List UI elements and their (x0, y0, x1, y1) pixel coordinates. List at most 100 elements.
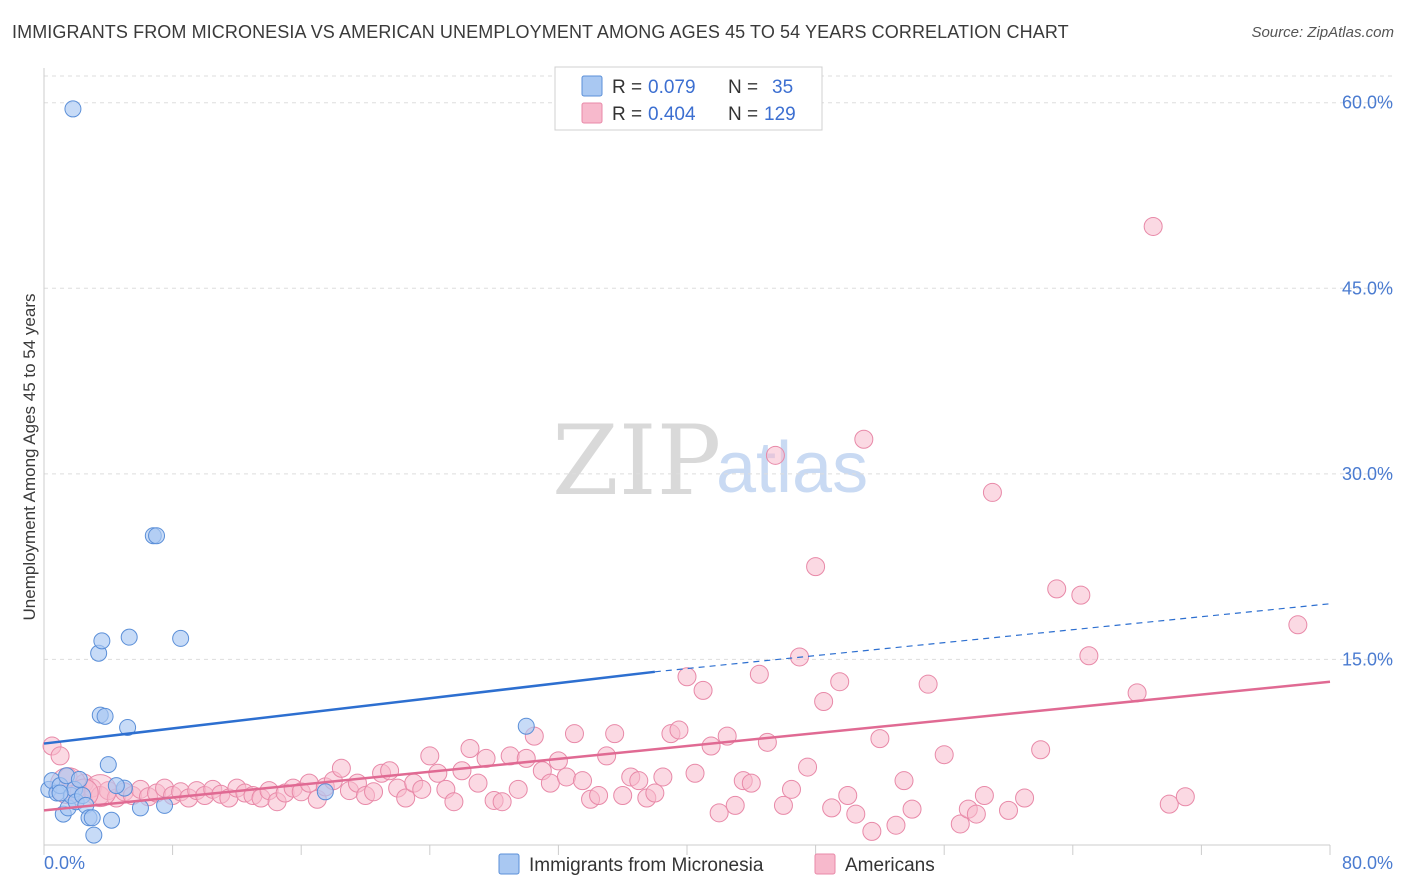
micronesia-trend-extension (654, 603, 1331, 673)
series-legend-swatch-americans (814, 853, 836, 875)
americans-point (1159, 794, 1179, 814)
americans-point (894, 771, 914, 791)
americans-point (396, 788, 416, 808)
micronesia-point (96, 707, 114, 725)
micronesia-point (93, 632, 111, 650)
watermark: ZIP atlas (552, 405, 868, 517)
americans-point (1047, 579, 1067, 599)
americans-point (966, 804, 986, 824)
micronesia-point (103, 811, 121, 829)
americans-point (999, 800, 1018, 820)
legend-swatch-americans (581, 102, 603, 124)
americans-point (918, 674, 938, 694)
legend-r-label-1: R = (612, 77, 642, 98)
series-legend-swatch-micronesia (498, 853, 520, 875)
americans-point (749, 664, 769, 684)
americans-point (701, 736, 721, 756)
micronesia-point (517, 717, 535, 735)
americans-point (460, 739, 480, 759)
americans-point (1143, 216, 1163, 236)
americans-point (1031, 740, 1051, 760)
americans-point (685, 763, 705, 783)
legend-n-value-2: 129 (764, 104, 796, 125)
americans-point (838, 786, 858, 806)
americans-point (516, 748, 536, 768)
americans-point (982, 482, 1002, 502)
legend-swatch-micronesia (581, 75, 603, 97)
x-tick-label-0: 0.0% (44, 853, 85, 873)
y-tick-labels: 15.0% 30.0% 45.0% 60.0% (1342, 93, 1393, 670)
americans-point (1015, 788, 1035, 808)
micronesia-point (172, 629, 190, 647)
y-tick-label-0: 15.0% (1342, 649, 1393, 669)
americans-point (548, 751, 568, 771)
americans-point (781, 779, 801, 799)
series-legend: Immigrants from Micronesia Americans (498, 853, 935, 876)
americans-point (605, 724, 625, 744)
americans-point (886, 815, 906, 835)
americans-point (693, 680, 713, 700)
americans-point (950, 814, 970, 834)
americans-point (830, 672, 850, 692)
americans-points (42, 216, 1308, 841)
americans-point (1079, 646, 1099, 666)
legend-n-label-2: N = (728, 104, 758, 125)
americans-point (934, 745, 954, 765)
americans-point (645, 783, 665, 803)
americans-point (468, 773, 488, 793)
micronesia-point (85, 826, 103, 844)
source-credit: Source: ZipAtlas.com (1251, 24, 1394, 41)
americans-point (798, 757, 818, 777)
correlation-legend: R = 0.079 N = 35 R = 0.404 N = 129 (554, 66, 823, 131)
americans-point (1071, 585, 1091, 605)
americans-point (974, 786, 994, 806)
micronesia-point (64, 100, 82, 118)
americans-point (854, 429, 874, 449)
micronesia-point (148, 527, 166, 545)
micronesia-points (40, 100, 535, 844)
legend-r-value-2: 0.404 (648, 104, 696, 125)
americans-point (669, 720, 689, 740)
americans-point (773, 795, 793, 815)
americans-point (50, 746, 70, 766)
trend-lines (43, 603, 1331, 812)
americans-point (902, 799, 922, 819)
americans-point (653, 767, 673, 787)
americans-point (476, 748, 496, 768)
americans-point (765, 445, 785, 465)
americans-point (870, 729, 890, 749)
micronesia-point (120, 628, 138, 646)
americans-point (444, 792, 464, 812)
micronesia-point (51, 784, 69, 802)
americans-point (428, 763, 448, 783)
americans-point (757, 732, 777, 752)
axes (43, 68, 1331, 855)
americans-point (862, 821, 882, 841)
y-axis-label: Unemployment Among Ages 45 to 54 years (20, 294, 39, 621)
americans-point (420, 746, 440, 766)
grid-lines (44, 75, 1392, 660)
series-legend-label-micronesia: Immigrants from Micronesia (529, 855, 764, 876)
y-tick-label-2: 45.0% (1342, 278, 1393, 298)
watermark-atlas: atlas (716, 428, 868, 508)
x-tick-labels: 0.0% 80.0% (44, 853, 1393, 873)
micronesia-trend-line (43, 670, 655, 745)
legend-n-label-1: N = (728, 77, 758, 98)
legend-r-value-1: 0.079 (648, 77, 696, 98)
micronesia-point (70, 770, 88, 788)
americans-point (1175, 787, 1195, 807)
americans-point (814, 691, 834, 711)
legend-n-value-1: 35 (772, 77, 793, 98)
y-tick-label-3: 60.0% (1342, 93, 1393, 113)
americans-point (412, 779, 432, 799)
x-tick-label-1: 80.0% (1342, 853, 1393, 873)
americans-point (573, 771, 593, 791)
legend-r-label-2: R = (612, 104, 642, 125)
americans-point (629, 771, 649, 791)
micronesia-point (119, 718, 137, 736)
chart-title: IMMIGRANTS FROM MICRONESIA VS AMERICAN U… (12, 22, 1069, 42)
americans-point (822, 798, 842, 818)
micronesia-point (107, 777, 125, 795)
americans-point (741, 773, 761, 793)
